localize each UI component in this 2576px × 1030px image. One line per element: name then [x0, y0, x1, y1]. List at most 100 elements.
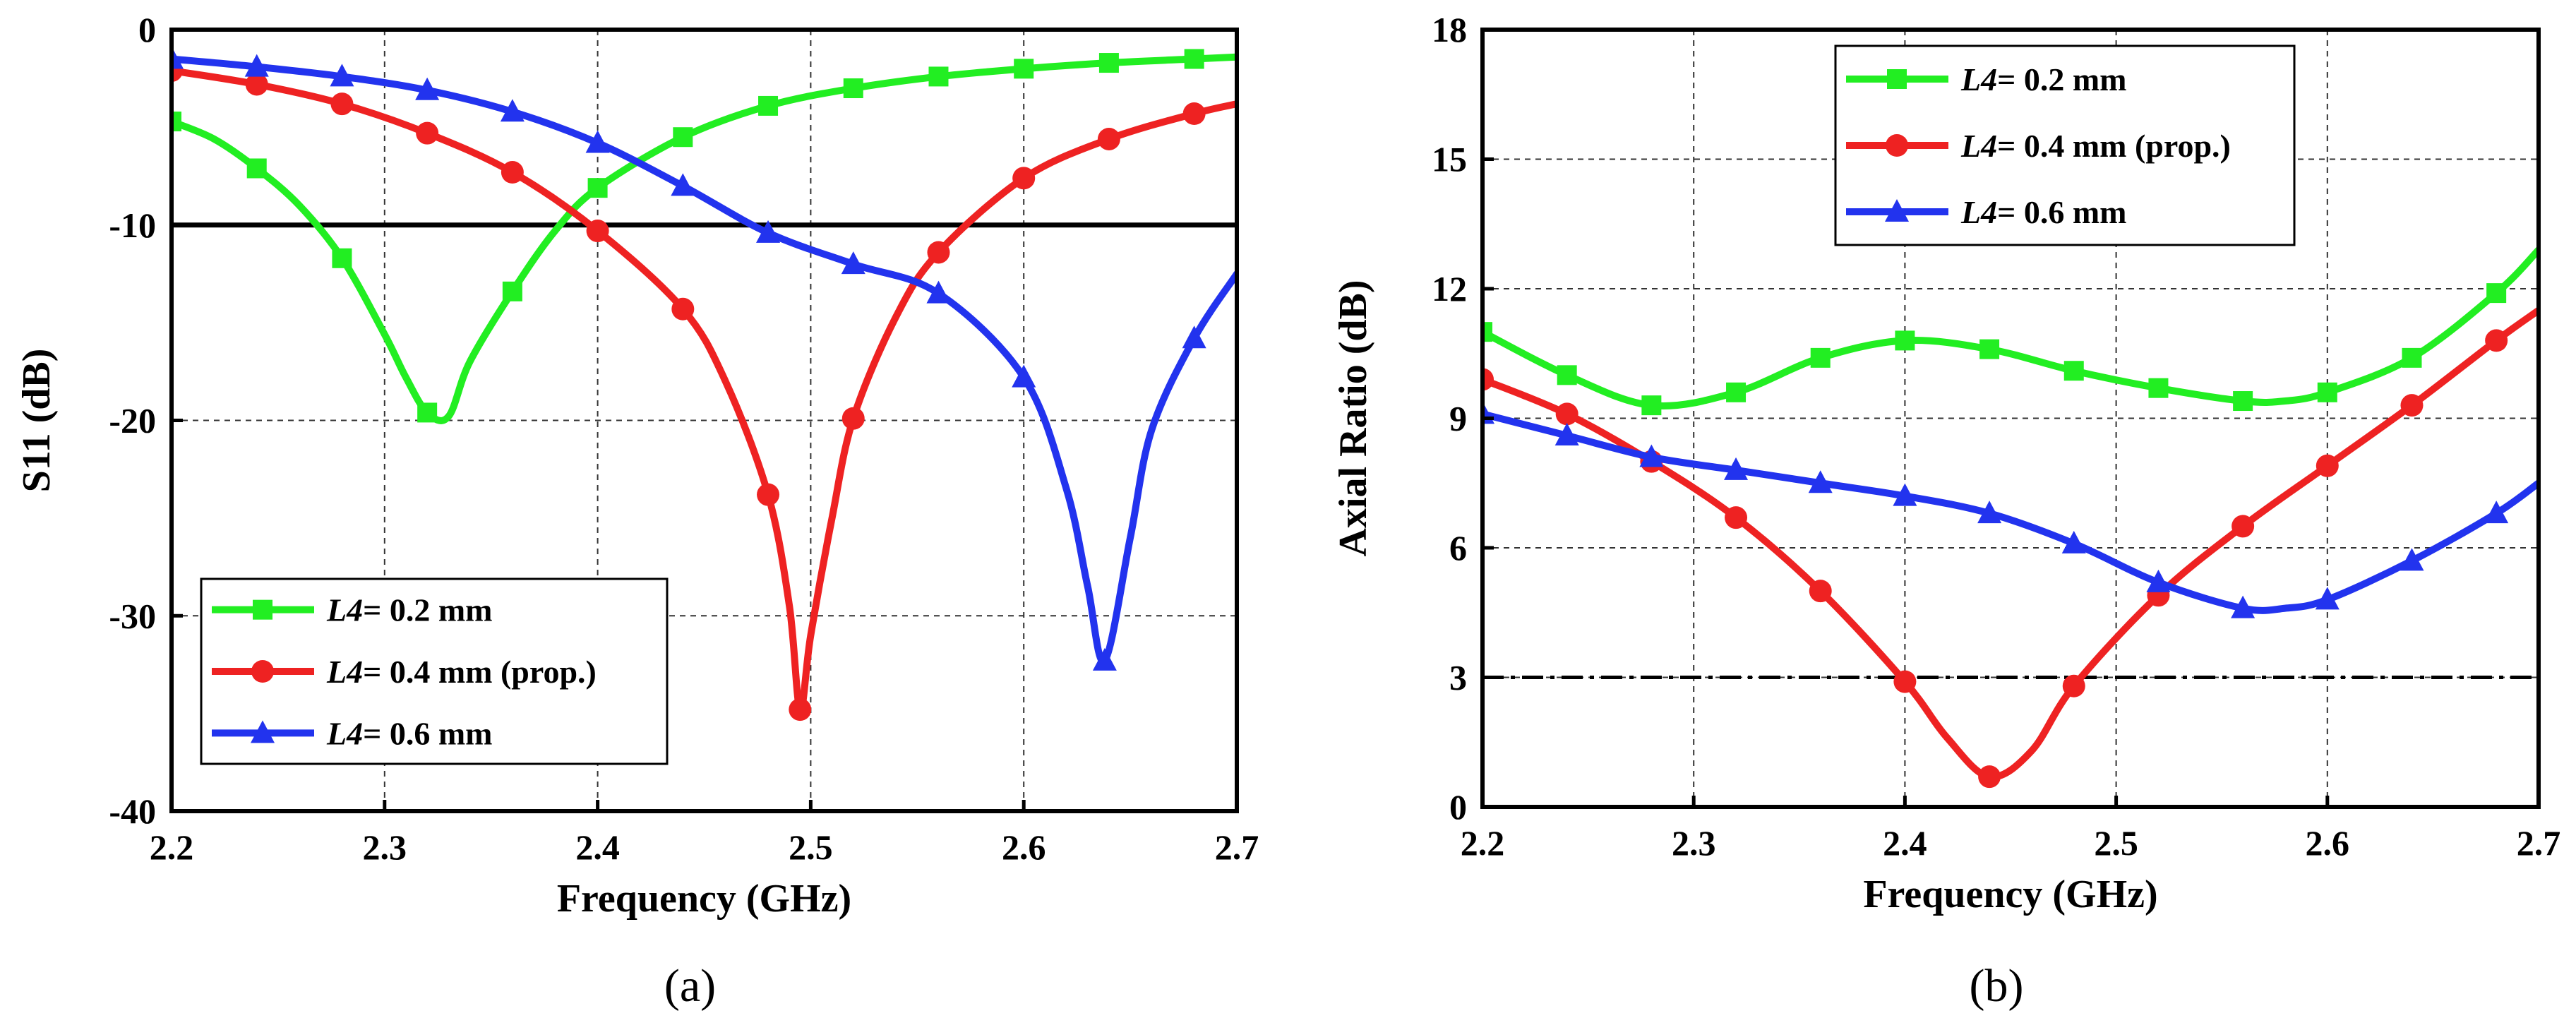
y-tick-label: 3	[1449, 658, 1467, 697]
data-point	[1482, 322, 1492, 342]
y-tick-label: -10	[109, 205, 156, 245]
data-point	[673, 127, 693, 148]
data-point	[2062, 674, 2085, 697]
data-point	[2061, 530, 2086, 553]
y-tick-label: 12	[1432, 269, 1467, 309]
series-line	[172, 67, 1237, 714]
data-point	[2400, 394, 2424, 417]
data-point	[2231, 595, 2256, 618]
series-3	[1482, 401, 2539, 618]
data-point	[1978, 765, 2001, 789]
x-tick-label: 2.3	[1672, 823, 1716, 863]
legend-label-rest: = 0.6 mm	[1997, 194, 2126, 230]
legend-marker	[251, 720, 275, 743]
data-point	[2148, 378, 2169, 398]
data-point	[671, 173, 695, 196]
data-point	[1184, 49, 1204, 69]
data-point	[789, 698, 812, 721]
legend-marker	[1886, 134, 1908, 157]
data-point	[843, 78, 863, 99]
data-point	[1725, 506, 1748, 529]
legend-label-italic: L4	[1960, 61, 1997, 97]
x-tick-label: 2.7	[2517, 823, 2561, 863]
y-tick-label: 0	[1449, 787, 1467, 827]
data-point	[330, 92, 354, 116]
data-point	[2486, 283, 2507, 304]
x-tick-label: 2.5	[789, 827, 833, 867]
data-point	[1726, 382, 1747, 402]
data-point	[756, 220, 781, 243]
data-point	[586, 220, 609, 243]
legend-item-2: L4= 0.4 mm (prop.)	[212, 654, 597, 690]
data-point	[416, 121, 439, 145]
data-point	[927, 241, 950, 264]
series-1	[1482, 246, 2539, 416]
data-point	[1724, 457, 1749, 480]
data-point	[172, 112, 181, 132]
data-point	[2231, 515, 2255, 538]
data-point	[2315, 587, 2340, 610]
data-point	[330, 64, 354, 87]
data-point	[1098, 53, 1119, 73]
x-axis-label: Frequency (GHz)	[557, 877, 851, 921]
panel-label: (a)	[664, 960, 716, 1012]
legend-item-3: L4= 0.6 mm	[212, 715, 492, 751]
data-point	[928, 66, 949, 87]
series-line	[172, 53, 1237, 424]
data-point	[332, 248, 352, 268]
data-point	[1014, 59, 1034, 79]
chart-panel-b: 2.2 2.3 2.4 2.5 2.6 2.7 0 3 6 9 12 15 18 Frequency (G…	[1331, 10, 2560, 1012]
legend-label-rest: = 0.6 mm	[363, 715, 492, 751]
legend-label: L4= 0.6 mm	[326, 715, 492, 751]
data-point	[1182, 325, 1206, 349]
legend-item-1: L4= 0.2 mm	[212, 592, 492, 628]
x-tick-label: 2.5	[2094, 823, 2138, 863]
data-point	[1555, 402, 1578, 426]
data-point	[2316, 454, 2339, 477]
legend-label-italic: L4	[326, 654, 363, 690]
data-point	[2146, 569, 2171, 592]
data-point	[671, 297, 695, 321]
data-point	[1092, 647, 1117, 671]
legend-label-italic: L4	[326, 592, 363, 628]
data-point	[2063, 361, 2084, 381]
data-point	[502, 281, 522, 301]
data-point	[2484, 501, 2509, 524]
x-tick-label: 2.2	[150, 827, 194, 867]
legend-marker	[1885, 199, 1909, 222]
data-point	[1893, 670, 1917, 693]
data-point	[841, 407, 865, 430]
data-point	[1097, 127, 1120, 150]
panel-label: (b)	[1970, 960, 2024, 1012]
data-point	[926, 280, 951, 304]
data-point	[1893, 483, 1917, 506]
series-line	[1482, 306, 2539, 781]
data-point	[841, 251, 865, 275]
legend-label: L4= 0.6 mm	[1960, 194, 2126, 230]
legend-label: L4= 0.2 mm	[326, 592, 492, 628]
data-point	[1012, 364, 1036, 388]
legend-label-rest: = 0.4 mm (prop.)	[1997, 128, 2231, 164]
data-point	[1895, 330, 1915, 351]
data-point	[415, 77, 440, 100]
data-point	[1012, 167, 1036, 190]
data-point	[2233, 391, 2253, 412]
data-point	[585, 130, 610, 153]
series-2	[172, 59, 1237, 721]
series-2	[1482, 306, 2539, 789]
legend-label-rest: = 0.2 mm	[1997, 61, 2126, 97]
data-point	[2485, 329, 2508, 352]
legend-label-rest: = 0.2 mm	[363, 592, 492, 628]
x-tick-label: 2.4	[575, 827, 620, 867]
series-line	[1482, 410, 2539, 614]
data-point	[1482, 368, 1494, 391]
data-point	[1977, 501, 2002, 524]
y-tick-label: 9	[1449, 399, 1467, 438]
y-tick-label: -40	[109, 791, 156, 831]
data-point	[1557, 365, 1577, 385]
x-tick-label: 2.4	[1883, 823, 1927, 863]
x-tick-label: 2.6	[2306, 823, 2350, 863]
